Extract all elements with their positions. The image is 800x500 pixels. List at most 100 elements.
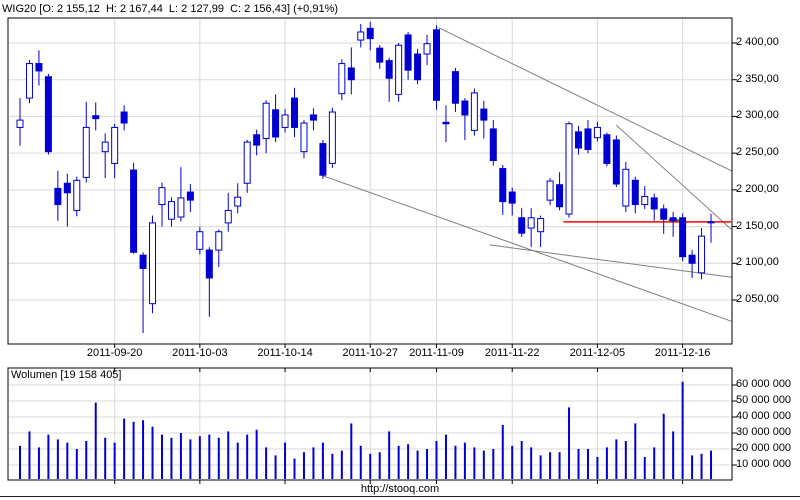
candle-body	[537, 217, 545, 233]
candle-body	[688, 254, 696, 264]
candle-body	[347, 67, 355, 81]
date-tick-label: 2011-11-22	[484, 347, 540, 359]
candle-body	[224, 209, 232, 224]
bottom-border	[0, 496, 800, 497]
candle-body	[414, 53, 422, 81]
candle-body	[612, 139, 620, 185]
candle-body	[470, 92, 478, 131]
candle-body	[679, 217, 687, 258]
candle-body	[44, 76, 52, 153]
candle-body	[650, 197, 658, 210]
candle-body	[300, 122, 308, 153]
candle-body	[565, 123, 573, 215]
date-tick-label: 2011-10-03	[172, 347, 228, 359]
price-tick-label: 2 100,00	[736, 256, 779, 269]
trendline	[489, 244, 732, 278]
candle-body	[309, 114, 317, 121]
candle-body	[272, 109, 280, 138]
candle-body	[101, 141, 109, 153]
candle-body	[158, 187, 166, 206]
candle-body	[120, 111, 128, 124]
candle-body	[149, 222, 157, 305]
candle-body	[196, 231, 204, 250]
price-tick-label: 2 300,00	[736, 109, 779, 122]
candle-body	[508, 191, 516, 204]
candle-body	[111, 126, 119, 164]
trendline	[616, 124, 732, 230]
candle-body	[433, 29, 441, 101]
candle-body	[574, 131, 582, 149]
candle-body	[319, 143, 327, 176]
candle-body	[130, 169, 138, 253]
candle-body	[423, 43, 431, 55]
volume-tick-label: 20 000 000	[736, 442, 792, 454]
candle-body	[385, 60, 393, 79]
candle-body	[376, 47, 384, 63]
candle-body	[139, 254, 147, 269]
candle-body	[631, 179, 639, 206]
candle-body	[167, 201, 175, 220]
candle-body	[82, 126, 90, 178]
candle-body	[641, 195, 649, 206]
price-tick-label: 2 050,00	[736, 293, 779, 305]
candle-body	[698, 235, 706, 274]
candle-body	[622, 168, 630, 207]
price-tick-label: 2 250,00	[736, 146, 779, 159]
candle-body	[253, 134, 261, 146]
candle-body	[16, 119, 24, 128]
candle-body	[262, 102, 270, 139]
trendline	[318, 173, 732, 322]
volume-tick-label: 10 000 000	[736, 458, 792, 470]
candle-body	[451, 71, 459, 104]
date-tick-label: 2011-10-14	[257, 347, 313, 359]
candle-body	[707, 221, 715, 224]
candle-body	[366, 27, 374, 40]
candle-body	[395, 44, 403, 95]
candle-body	[499, 168, 507, 203]
candle-body	[480, 108, 488, 121]
candle-body	[63, 182, 71, 194]
candle-body	[593, 126, 601, 139]
candle-body	[54, 187, 62, 206]
candle-body	[404, 34, 412, 71]
candle-body	[660, 208, 668, 220]
candle-body	[234, 196, 242, 207]
price-tick-label: 2 200,00	[736, 182, 779, 195]
candle-body	[489, 128, 497, 161]
candle-body	[92, 115, 100, 120]
source-url: http://stooq.com	[360, 483, 440, 495]
chart-title-quote: WIG20 [O: 2 155,12 H: 2 167,44 L: 2 127,…	[2, 3, 339, 15]
candle-body	[186, 191, 194, 201]
candle-body	[546, 180, 554, 201]
candle-body	[584, 128, 592, 150]
price-tick-label: 2 350,00	[736, 72, 779, 85]
price-tick-label: 2 400,00	[736, 36, 779, 48]
candle-body	[328, 111, 336, 164]
candle-body	[205, 249, 213, 279]
candle-body	[461, 100, 469, 116]
candle-body	[338, 63, 346, 95]
candle-body	[556, 184, 564, 208]
candle-body	[669, 217, 677, 222]
candle-body	[281, 114, 289, 128]
candle-body	[35, 63, 43, 72]
candle-body	[357, 31, 365, 41]
candle-body	[291, 97, 299, 128]
candle-body	[442, 121, 450, 125]
candle-body	[177, 197, 185, 218]
candle-body	[215, 231, 223, 251]
volume-tick-label: 30 000 000	[736, 426, 792, 438]
date-tick-label: 2011-10-27	[342, 347, 398, 359]
candle-body	[527, 217, 535, 229]
volume-tick-label: 40 000 000	[736, 410, 792, 422]
candle-body	[73, 179, 81, 211]
date-tick-label: 2011-11-09	[409, 347, 464, 359]
date-tick-label: 2011-12-16	[654, 347, 711, 359]
date-tick-label: 2011-12-05	[569, 347, 626, 359]
date-tick-label: 2011-09-20	[86, 347, 143, 359]
price-tick-label: 2 150,00	[736, 219, 779, 232]
trendline	[438, 27, 732, 172]
volume-tick-label: 50 000 000	[736, 394, 792, 406]
